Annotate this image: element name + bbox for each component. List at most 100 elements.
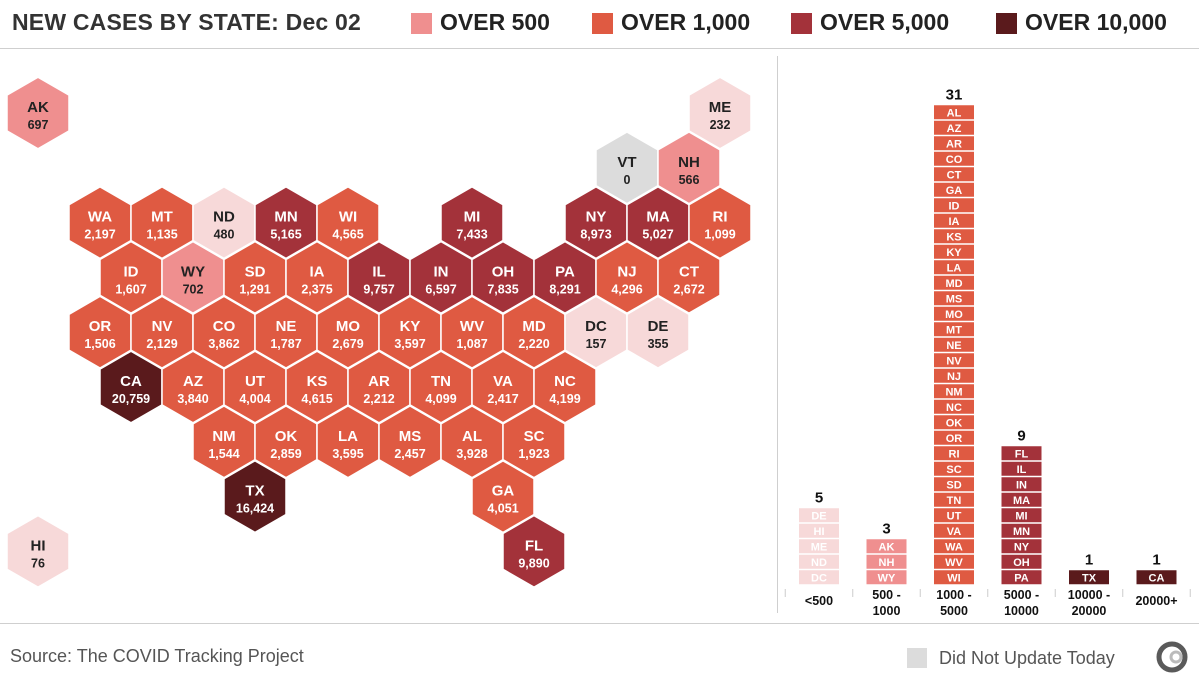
legend-label-over-1000: OVER 1,000 xyxy=(621,9,751,35)
state-value-label: 4,099 xyxy=(425,392,456,406)
state-hex-shape xyxy=(688,185,752,260)
state-abbr-label: DE xyxy=(648,318,669,335)
bar-cell-label: ID xyxy=(949,200,960,212)
state-hex-wy: WY 702 xyxy=(161,240,225,315)
state-hex-shape xyxy=(316,185,380,260)
bar-cell-ia xyxy=(934,213,974,228)
legend-label-over-500: OVER 500 xyxy=(440,9,550,35)
bar-cell-label: RI xyxy=(949,448,960,460)
bar-cell-label: WA xyxy=(945,541,963,553)
bar-cell-ar xyxy=(934,136,974,151)
state-abbr-label: OR xyxy=(89,318,112,335)
state-abbr-label: NV xyxy=(152,318,173,335)
bar-cell-label: IL xyxy=(1017,464,1027,476)
state-abbr-label: MT xyxy=(151,209,173,226)
state-value-label: 702 xyxy=(183,282,204,296)
bar-cell-label: NH xyxy=(879,557,895,569)
state-abbr-label: VA xyxy=(493,373,513,390)
panel-divider xyxy=(777,56,778,613)
state-value-label: 355 xyxy=(648,337,669,351)
bar-cell-label: WI xyxy=(947,572,960,584)
state-hex-ne: NE 1,787 xyxy=(254,295,318,369)
state-abbr-label: CT xyxy=(679,263,699,280)
state-abbr-label: DC xyxy=(585,318,607,335)
state-abbr-label: CA xyxy=(120,373,142,390)
bar-cell-ut xyxy=(934,508,974,523)
state-value-label: 232 xyxy=(710,118,731,132)
state-abbr-label: MS xyxy=(399,428,422,445)
state-value-label: 2,220 xyxy=(518,337,549,351)
state-abbr-label: RI xyxy=(713,209,728,226)
bar-cell-ks xyxy=(934,229,974,244)
bar-cell-ma xyxy=(1001,492,1042,507)
bar-cell-sd xyxy=(934,477,974,492)
state-abbr-label: MD xyxy=(522,318,545,335)
bar-4: FL IL IN MA MI MN NY OH PA 9 5000 - 10000 xyxy=(1001,428,1042,618)
state-abbr-label: SC xyxy=(524,428,545,445)
bar-cell-label: WY xyxy=(878,572,896,584)
state-value-label: 4,565 xyxy=(332,228,363,242)
state-hex-co: CO 3,862 xyxy=(192,295,256,369)
bar-cell-label: IA xyxy=(949,216,960,228)
state-hex-in: IN 6,597 xyxy=(409,240,473,315)
bar-3: AL AZ AR CO CT GA ID IA KS KY LA MD MS MO MT NE NV NJ NM NC… xyxy=(934,87,974,618)
bar-cell-label: OH xyxy=(1013,557,1030,569)
bar-cell-label: MI xyxy=(1015,510,1027,522)
state-hex-me: ME 232 xyxy=(688,76,752,150)
bar-cell-hi xyxy=(799,523,839,538)
bar-cell-label: NY xyxy=(1014,541,1030,553)
bar-cell-label: HI xyxy=(814,526,825,538)
legend-swatch-over-10000 xyxy=(996,13,1017,34)
bar-cell-label: LA xyxy=(947,262,962,274)
state-abbr-label: WY xyxy=(181,263,205,280)
chart-title: NEW CASES BY STATE: Dec 02 xyxy=(12,9,361,35)
state-hex-ok: OK 2,859 xyxy=(254,405,318,479)
state-value-label: 4,199 xyxy=(549,392,580,406)
did-not-update-swatch xyxy=(907,648,927,668)
hex-tile-map: AK 697 ME 232 VT 0 NH 566 WA 2,197 MT 1,135 ND 480 MN 5… xyxy=(6,76,752,589)
bar-cell-or xyxy=(934,430,974,445)
bar-cell-ak xyxy=(866,539,907,554)
bar-cell-label: SD xyxy=(946,479,961,491)
bar-cell-ct xyxy=(934,167,974,182)
state-abbr-label: KS xyxy=(307,373,328,390)
state-value-label: 157 xyxy=(586,337,607,351)
state-abbr-label: AZ xyxy=(183,373,203,390)
state-abbr-label: VT xyxy=(617,154,636,171)
bar-category-label: 20000+ xyxy=(1135,594,1177,608)
bar-count-label: 1 xyxy=(1152,552,1160,569)
bar-2: AK NH WY 3 500 - 1000 xyxy=(866,521,907,618)
bar-cell-label: FL xyxy=(1015,448,1029,460)
bar-cell-label: IN xyxy=(1016,479,1027,491)
state-value-label: 4,296 xyxy=(611,282,642,296)
bar-1: DE HI ME ND DC 5 <500 xyxy=(799,490,839,608)
bar-cell-id xyxy=(934,198,974,213)
state-hex-vt: VT 0 xyxy=(595,131,659,205)
state-value-label: 8,291 xyxy=(549,282,580,296)
state-abbr-label: HI xyxy=(31,537,46,554)
state-hex-de: DE 355 xyxy=(626,295,690,369)
state-value-label: 3,595 xyxy=(332,447,363,461)
state-hex-fl: FL 9,890 xyxy=(502,514,566,589)
bar-cell-ga xyxy=(934,182,974,197)
state-value-label: 0 xyxy=(624,173,631,187)
state-hex-oh: OH 7,835 xyxy=(471,240,535,315)
bar-cell-ky xyxy=(934,244,974,259)
bar-cell-ms xyxy=(934,291,974,306)
state-value-label: 3,928 xyxy=(456,447,487,461)
state-hex-il: IL 9,757 xyxy=(347,240,411,315)
state-hex-shape xyxy=(6,76,70,150)
state-hex-tn: TN 4,099 xyxy=(409,350,473,424)
bar-cell-label: DE xyxy=(811,510,826,522)
bar-category-label: <500 xyxy=(805,594,833,608)
state-abbr-label: TN xyxy=(431,373,451,390)
state-value-label: 76 xyxy=(31,556,45,570)
state-hex-nc: NC 4,199 xyxy=(533,350,597,424)
bar-cell-co xyxy=(934,151,974,166)
state-hex-ak: AK 697 xyxy=(6,76,70,150)
distribution-bar-chart: DE HI ME ND DC 5 <500 AK NH WY 3 500 - 1000 AL AZ AR CO C… xyxy=(784,87,1191,618)
bar-cell-tn xyxy=(934,492,974,507)
bar-cell-label: KS xyxy=(946,231,961,243)
state-abbr-label: AK xyxy=(27,99,49,116)
state-hex-dc: DC 157 xyxy=(564,295,628,369)
